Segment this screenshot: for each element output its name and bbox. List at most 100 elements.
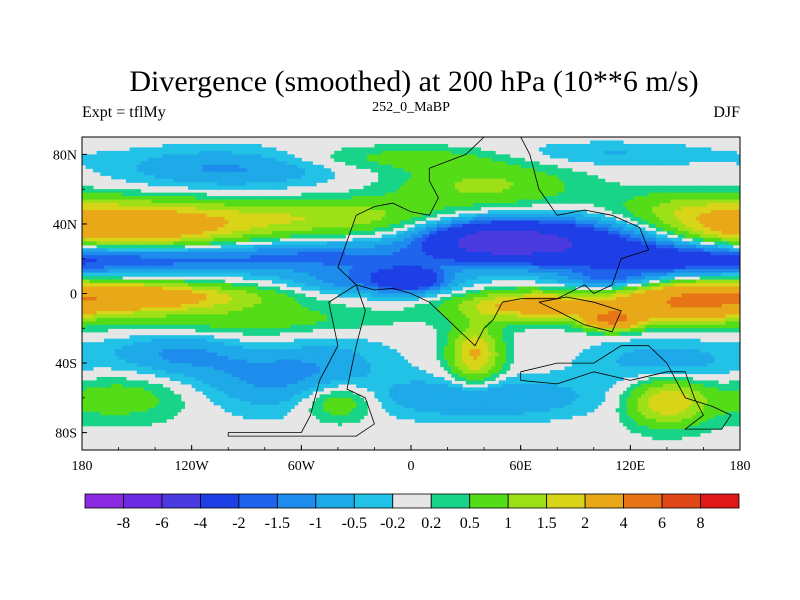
field-cell [396, 213, 401, 218]
field-cell [707, 213, 712, 218]
field-cell [231, 157, 237, 162]
field-cell [531, 220, 536, 225]
field-cell [571, 241, 577, 246]
field-cell [443, 237, 449, 242]
field-cell [253, 199, 259, 204]
field-cell [601, 244, 606, 249]
field-cell [140, 171, 145, 176]
field-cell [103, 216, 109, 222]
field-cell [476, 241, 482, 246]
field-cell [612, 203, 617, 208]
field-cell [246, 223, 251, 229]
field-cell [294, 223, 299, 229]
field-cell [597, 196, 602, 201]
field-cell [454, 182, 460, 187]
field-cell [590, 178, 595, 183]
field-cell [436, 147, 441, 152]
field-cell [147, 234, 153, 239]
field-cell [82, 220, 87, 225]
field-cell [659, 255, 664, 260]
field-cell [231, 213, 237, 218]
field-cell [718, 213, 723, 218]
field-cell [633, 150, 639, 155]
field-cell [520, 220, 525, 225]
field-cell [275, 161, 280, 166]
field-cell [586, 230, 591, 235]
field-cell [571, 171, 577, 176]
field-cell [272, 248, 277, 253]
field-cell [480, 227, 485, 232]
field-cell [487, 251, 493, 256]
field-cell [367, 248, 372, 253]
field-cell [235, 223, 240, 229]
field-cell [217, 150, 222, 155]
field-cell [217, 220, 222, 225]
field-cell [122, 150, 127, 155]
field-cell [732, 223, 737, 229]
field-cell [615, 251, 620, 256]
field-cell [612, 196, 617, 201]
field-cell [155, 230, 160, 235]
field-cell [502, 185, 507, 190]
field-cell [590, 175, 595, 180]
field-cell [527, 171, 533, 176]
field-cell [546, 199, 551, 204]
field-cell [729, 199, 734, 204]
field-cell [136, 210, 142, 215]
field-cell [202, 216, 207, 222]
field-cell [129, 175, 134, 180]
field-cell [345, 147, 350, 152]
field-cell [593, 196, 599, 201]
field-cell [670, 251, 675, 256]
field-cell [246, 157, 251, 162]
field-cell [495, 230, 500, 235]
field-cell [400, 251, 405, 256]
field-cell [188, 175, 193, 180]
field-cell [707, 203, 712, 208]
field-cell [323, 192, 328, 197]
field-cell [92, 251, 98, 256]
field-cell [425, 143, 430, 149]
field-cell [677, 143, 683, 149]
field-cell [520, 157, 525, 162]
field-cell [630, 223, 635, 229]
field-cell [235, 220, 240, 225]
field-cell [330, 234, 335, 239]
field-cell [692, 189, 697, 194]
field-cell [195, 178, 200, 183]
field-cell [206, 213, 211, 218]
field-cell [590, 147, 595, 152]
field-cell [381, 175, 387, 180]
field-cell [356, 164, 361, 169]
field-cell [703, 248, 708, 253]
field-cell [440, 203, 445, 208]
field-cell [114, 175, 120, 180]
field-cell [231, 164, 237, 169]
field-cell [491, 203, 496, 208]
field-cell [206, 241, 211, 246]
field-cell [213, 213, 218, 218]
field-cell [272, 154, 277, 159]
field-cell [549, 227, 555, 232]
field-cell [549, 237, 555, 242]
field-cell [546, 227, 551, 232]
field-cell [231, 150, 237, 155]
field-cell [147, 203, 153, 208]
field-cell [443, 150, 449, 155]
field-cell [155, 196, 160, 201]
field-cell [184, 161, 189, 166]
field-cell [352, 213, 357, 218]
field-cell [363, 154, 368, 159]
field-cell [220, 234, 226, 239]
field-cell [356, 227, 361, 232]
field-cell [264, 216, 270, 222]
field-cell [447, 185, 452, 190]
field-cell [235, 230, 240, 235]
field-cell [348, 203, 354, 208]
field-cell [82, 154, 87, 159]
field-cell [546, 220, 551, 225]
field-cell [385, 143, 390, 149]
field-cell [180, 164, 185, 169]
field-cell [96, 237, 101, 242]
field-cell [107, 189, 112, 194]
